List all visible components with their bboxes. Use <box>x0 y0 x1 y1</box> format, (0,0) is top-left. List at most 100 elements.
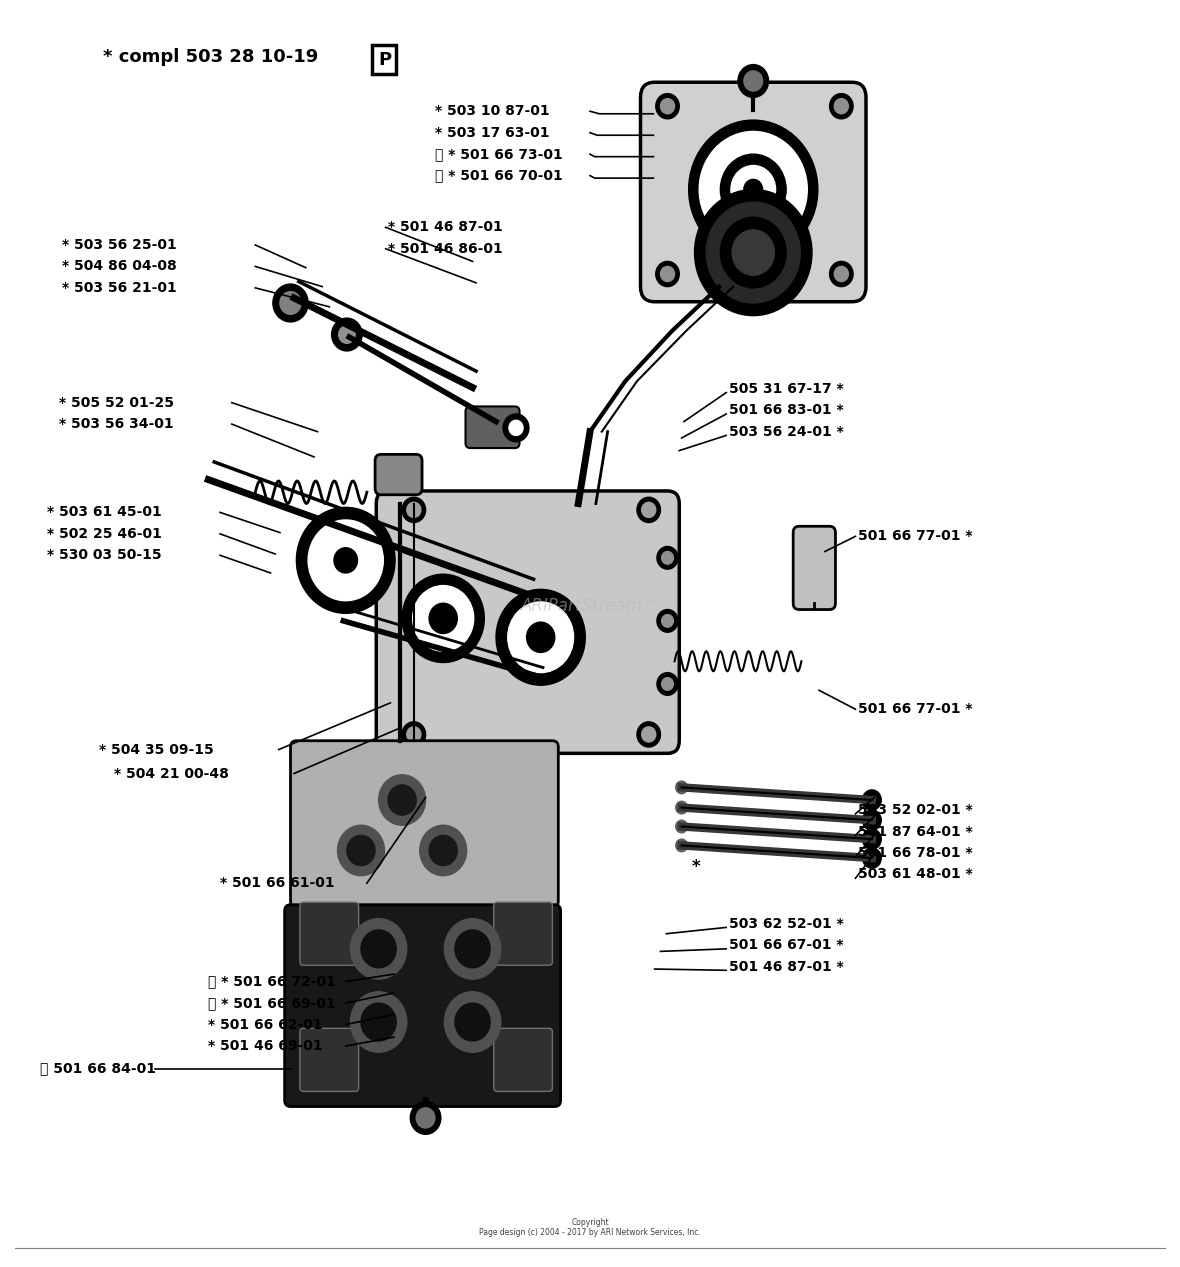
FancyBboxPatch shape <box>290 741 558 907</box>
Circle shape <box>642 727 656 742</box>
Circle shape <box>662 551 674 564</box>
Circle shape <box>413 585 473 651</box>
Circle shape <box>308 519 384 601</box>
Circle shape <box>350 919 407 979</box>
Text: Ⓐ * 501 66 73-01: Ⓐ * 501 66 73-01 <box>435 147 563 161</box>
Circle shape <box>417 1107 435 1128</box>
Circle shape <box>662 678 674 691</box>
Circle shape <box>695 190 812 315</box>
Circle shape <box>637 497 661 522</box>
Circle shape <box>662 614 674 627</box>
Text: * 502 25 46-01: * 502 25 46-01 <box>47 527 163 541</box>
Circle shape <box>402 497 426 522</box>
Circle shape <box>507 602 573 673</box>
Text: 503 52 02-01 *: 503 52 02-01 * <box>858 803 972 817</box>
FancyBboxPatch shape <box>493 902 552 965</box>
Circle shape <box>720 217 786 288</box>
Text: Ⓐ * 501 66 69-01: Ⓐ * 501 66 69-01 <box>209 996 336 1010</box>
Text: P: P <box>378 51 391 68</box>
Circle shape <box>455 930 490 968</box>
Circle shape <box>420 825 466 875</box>
Text: * 501 66 61-01: * 501 66 61-01 <box>219 877 335 891</box>
Circle shape <box>496 589 585 685</box>
Text: * 504 86 04-08: * 504 86 04-08 <box>61 260 176 274</box>
Text: 505 31 67-17 *: 505 31 67-17 * <box>728 381 844 395</box>
Text: 501 46 87-01 *: 501 46 87-01 * <box>728 959 844 973</box>
Circle shape <box>676 780 688 793</box>
Circle shape <box>411 1101 441 1134</box>
Circle shape <box>863 829 881 849</box>
Text: * 501 46 69-01: * 501 46 69-01 <box>209 1039 323 1053</box>
Circle shape <box>332 318 362 351</box>
FancyBboxPatch shape <box>300 902 359 965</box>
Circle shape <box>296 507 395 613</box>
Text: * 501 66 62-01: * 501 66 62-01 <box>209 1017 323 1031</box>
Text: * 503 17 63-01: * 503 17 63-01 <box>435 125 550 139</box>
Circle shape <box>657 673 678 696</box>
Circle shape <box>337 825 385 875</box>
Circle shape <box>637 722 661 748</box>
Circle shape <box>689 120 818 258</box>
FancyBboxPatch shape <box>641 82 866 302</box>
Circle shape <box>334 547 358 573</box>
FancyBboxPatch shape <box>793 526 835 609</box>
FancyBboxPatch shape <box>284 905 560 1106</box>
Circle shape <box>743 180 762 200</box>
Text: * 501 46 87-01: * 501 46 87-01 <box>388 220 503 234</box>
Text: Copyright: Copyright <box>571 1218 609 1228</box>
FancyBboxPatch shape <box>493 1029 552 1091</box>
Circle shape <box>834 99 848 114</box>
Text: 501 66 77-01 *: 501 66 77-01 * <box>858 702 972 716</box>
Text: * 503 56 21-01: * 503 56 21-01 <box>61 281 176 295</box>
Circle shape <box>738 65 768 98</box>
Circle shape <box>350 992 407 1053</box>
Circle shape <box>280 291 301 314</box>
Circle shape <box>445 992 500 1053</box>
Circle shape <box>273 284 308 322</box>
Text: Ⓐ 501 66 84-01: Ⓐ 501 66 84-01 <box>40 1062 157 1076</box>
Circle shape <box>379 775 426 825</box>
Circle shape <box>642 502 656 517</box>
Text: Page design (c) 2004 - 2017 by ARI Network Services, Inc.: Page design (c) 2004 - 2017 by ARI Netwo… <box>479 1228 701 1237</box>
Text: 501 66 78-01 *: 501 66 78-01 * <box>858 846 972 860</box>
Circle shape <box>657 609 678 632</box>
Text: 501 66 83-01 *: 501 66 83-01 * <box>728 403 844 417</box>
Text: 501 66 67-01 *: 501 66 67-01 * <box>728 938 843 952</box>
Text: * 530 03 50-15: * 530 03 50-15 <box>47 549 162 563</box>
Circle shape <box>676 801 688 813</box>
Circle shape <box>509 421 523 436</box>
Circle shape <box>430 835 458 865</box>
Circle shape <box>661 266 675 281</box>
FancyBboxPatch shape <box>300 1029 359 1091</box>
Text: * 503 56 25-01: * 503 56 25-01 <box>61 238 176 252</box>
Circle shape <box>361 1003 396 1041</box>
Text: 501 66 77-01 *: 501 66 77-01 * <box>858 530 972 544</box>
Circle shape <box>661 99 675 114</box>
Circle shape <box>407 727 421 742</box>
Text: * 505 52 01-25: * 505 52 01-25 <box>59 395 175 409</box>
Circle shape <box>707 201 800 303</box>
FancyBboxPatch shape <box>376 490 680 754</box>
Circle shape <box>388 784 417 815</box>
Circle shape <box>339 326 355 343</box>
Text: * 503 10 87-01: * 503 10 87-01 <box>435 104 550 118</box>
Circle shape <box>863 810 881 830</box>
Text: *: * <box>691 858 700 875</box>
Circle shape <box>407 502 421 517</box>
Text: Ⓐ * 501 66 70-01: Ⓐ * 501 66 70-01 <box>435 169 563 182</box>
Circle shape <box>455 1003 490 1041</box>
Circle shape <box>834 266 848 281</box>
Text: * compl 503 28 10-19: * compl 503 28 10-19 <box>103 48 317 66</box>
Text: * 501 46 86-01: * 501 46 86-01 <box>388 242 503 256</box>
Circle shape <box>732 229 774 275</box>
Text: ARIPartStream™: ARIPartStream™ <box>520 597 660 614</box>
Circle shape <box>347 835 375 865</box>
Text: 503 62 52-01 *: 503 62 52-01 * <box>728 916 844 931</box>
Circle shape <box>720 155 786 224</box>
Text: 501 87 64-01 *: 501 87 64-01 * <box>858 825 972 839</box>
Circle shape <box>402 574 484 663</box>
Text: * 504 35 09-15: * 504 35 09-15 <box>99 742 214 756</box>
Circle shape <box>656 94 680 119</box>
Text: Ⓐ * 501 66 72-01: Ⓐ * 501 66 72-01 <box>209 974 336 988</box>
Text: * 504 21 00-48: * 504 21 00-48 <box>114 767 229 780</box>
